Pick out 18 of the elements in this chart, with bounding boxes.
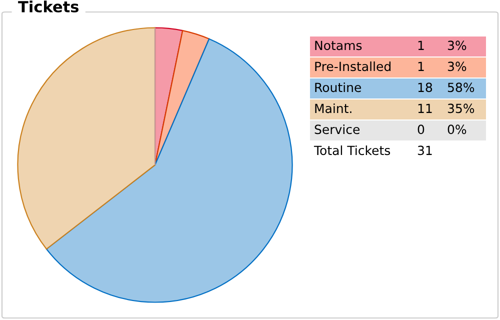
- text: 3%: [448, 40, 466, 50]
- text: 0%: [448, 124, 466, 134]
- data-label: 18: [418, 82, 432, 92]
- data-label: 1: [418, 40, 424, 50]
- text: 58%: [448, 82, 474, 92]
- legend-label: Notams: [315, 40, 362, 50]
- text: 0: [418, 124, 424, 134]
- legend-label: Routine: [315, 82, 362, 92]
- legend-label: Service: [314, 124, 360, 134]
- text: 3%: [448, 62, 466, 72]
- legend-label: Pre-Installed: [315, 61, 390, 72]
- data-label: 11: [418, 104, 432, 113]
- data-label: 1: [418, 62, 424, 71]
- chart-title: Tickets: [18, 0, 79, 12]
- text: Total Tickets: [314, 145, 390, 156]
- text: 35%: [448, 104, 474, 114]
- legend-label: Maint.: [315, 103, 352, 114]
- text: 31: [418, 146, 432, 156]
